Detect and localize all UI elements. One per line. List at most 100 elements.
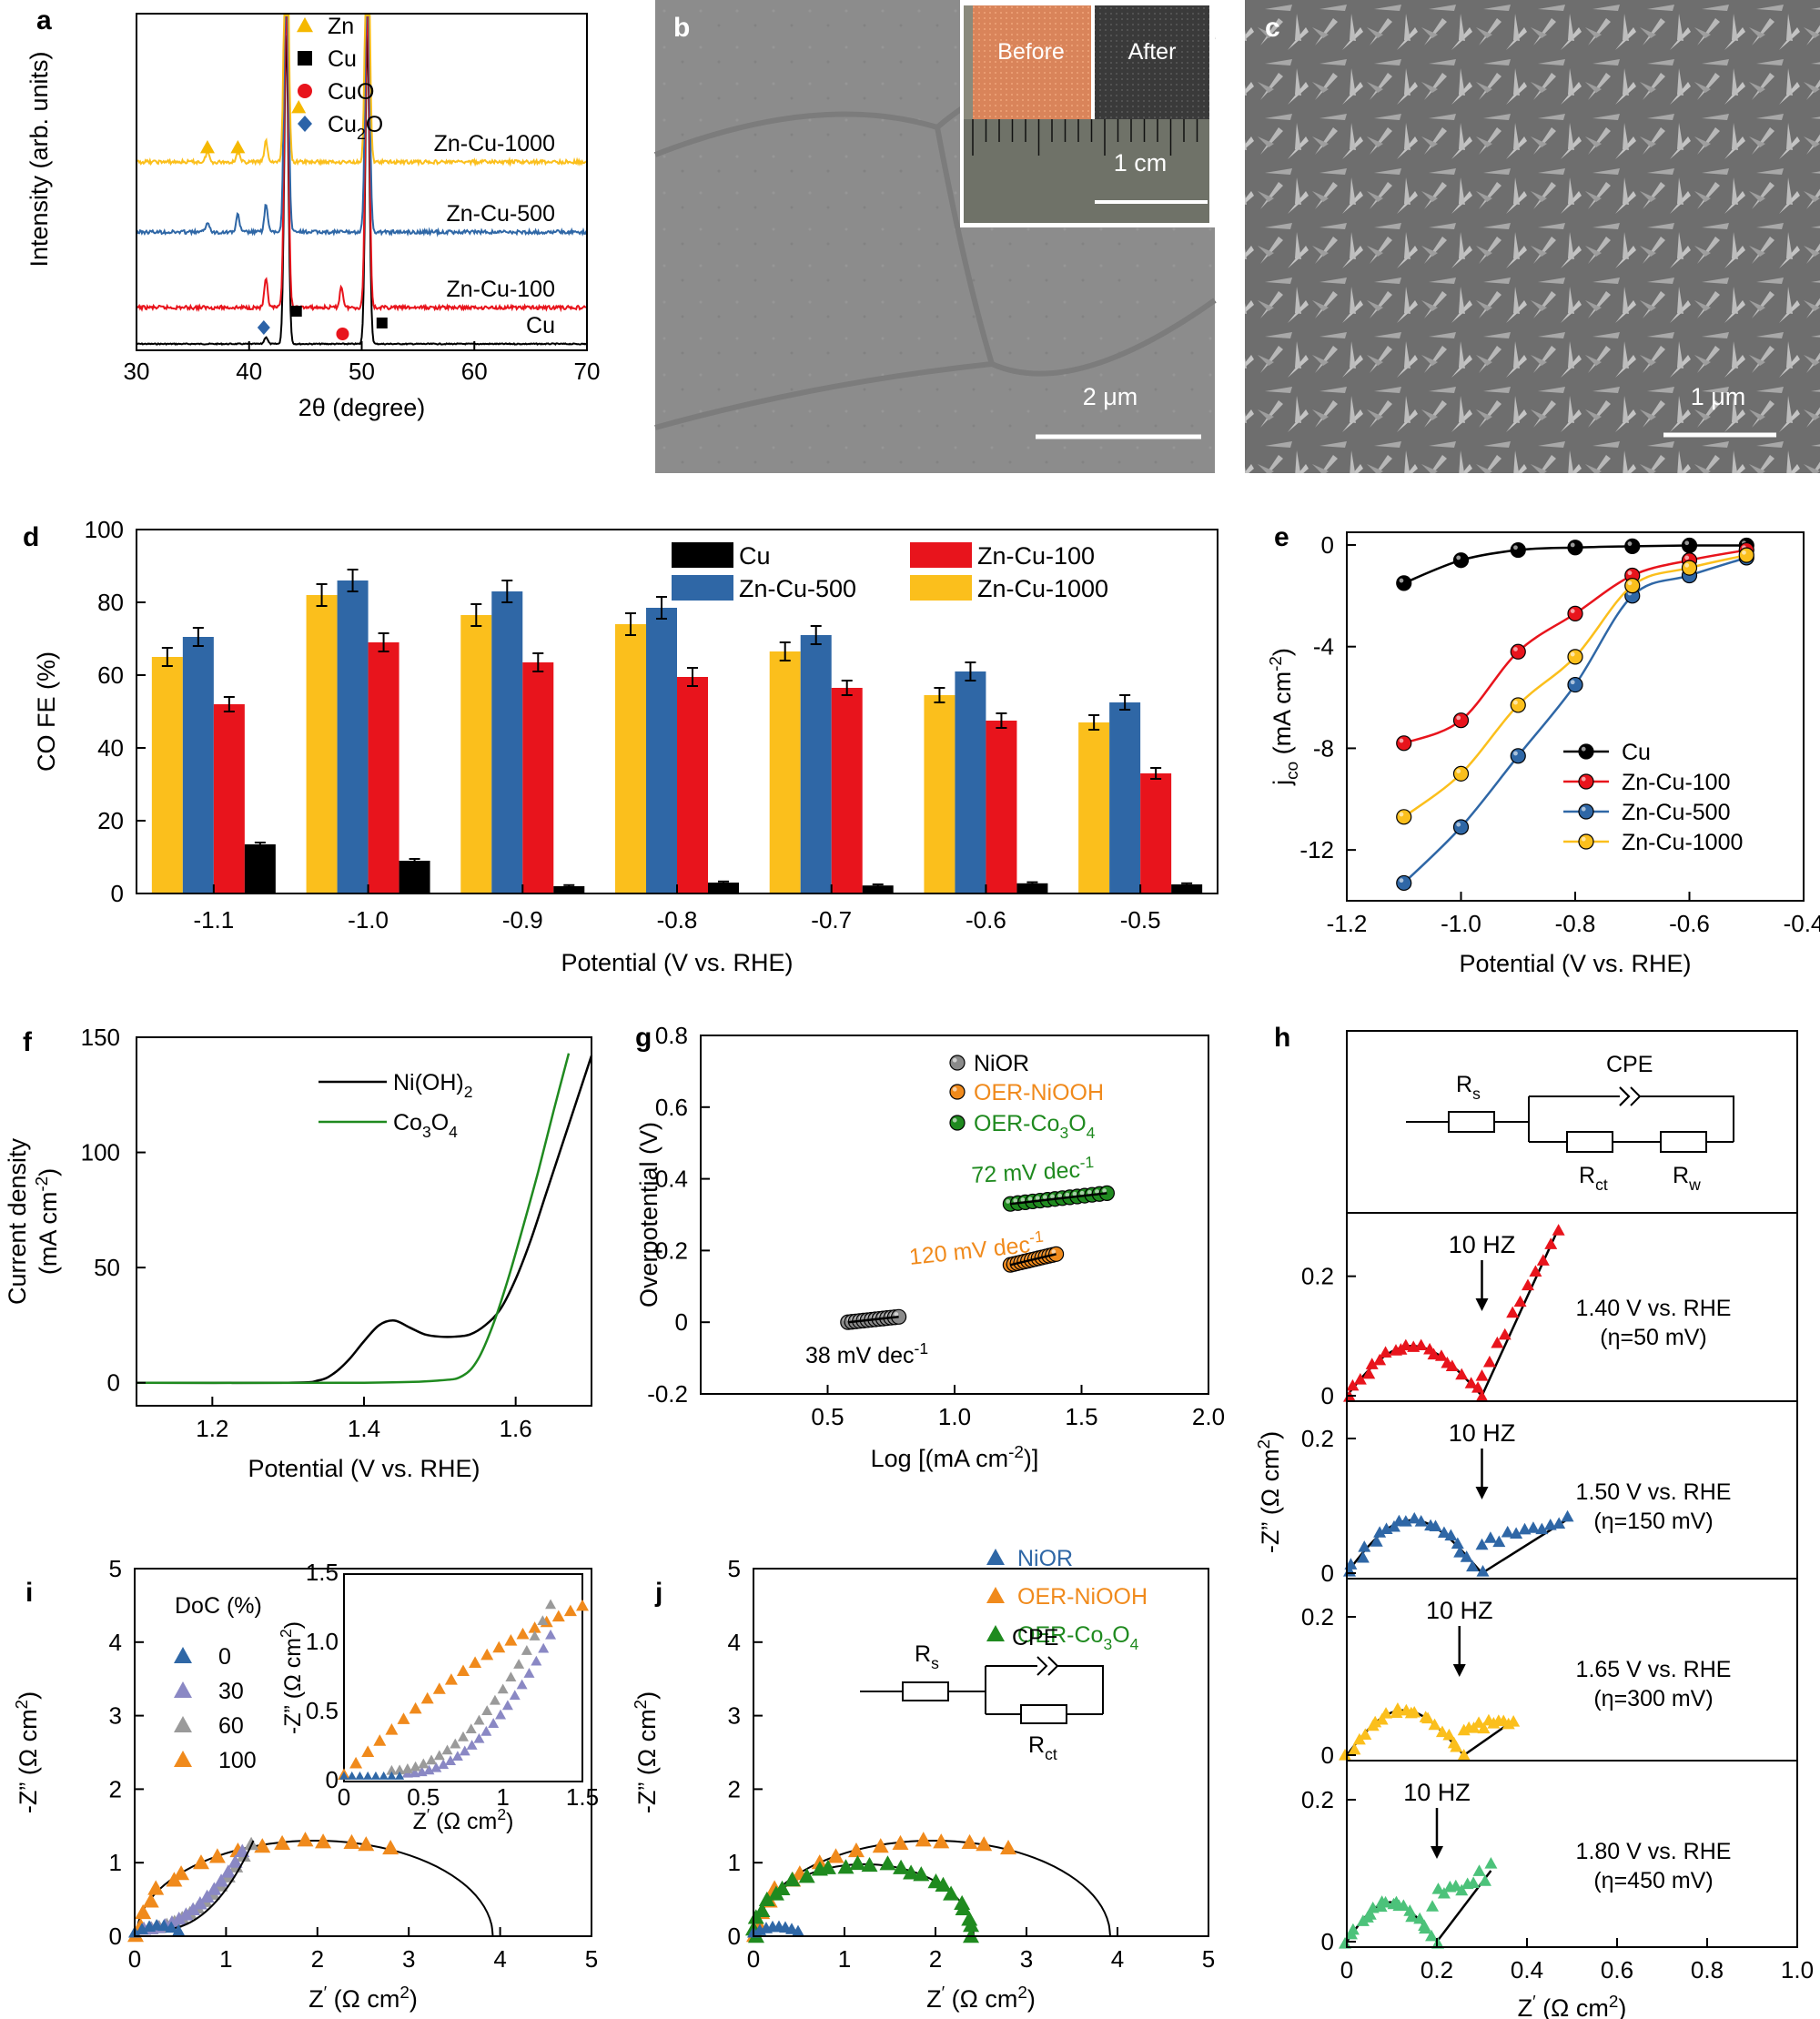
y-tick-label-h: 0 bbox=[1321, 1560, 1334, 1587]
data-point-h bbox=[1450, 1740, 1463, 1752]
text-span: 2 bbox=[1017, 1984, 1027, 2003]
label-cpe: CPE bbox=[1606, 1052, 1653, 1077]
y-tick-label-j: 5 bbox=[728, 1555, 741, 1582]
legend-marker-Zn-Cu-500 bbox=[1578, 803, 1594, 820]
data-point-h bbox=[1444, 1529, 1458, 1541]
inset-label-after: After bbox=[1128, 39, 1177, 65]
point-OER-Co3O4-highlight bbox=[1057, 1193, 1063, 1198]
y-tick-label-g: 0 bbox=[675, 1308, 688, 1336]
x-tick-label-j: 5 bbox=[1202, 1945, 1215, 1973]
inset-point-60 bbox=[529, 1630, 541, 1640]
inset-point-0 bbox=[355, 1771, 365, 1780]
data-point-100 bbox=[343, 1833, 360, 1850]
annotation-co3o4: 72 mV dec-1 bbox=[971, 1153, 1096, 1188]
text-span: (Ω cm bbox=[945, 1985, 1017, 2013]
text-span: Cu bbox=[328, 112, 357, 137]
x-tick-label-g: 2.0 bbox=[1192, 1403, 1225, 1430]
inset-point-30 bbox=[466, 1740, 478, 1750]
y-tick-label-h: 0 bbox=[1321, 1382, 1334, 1409]
legend-marker-OER-NiOOH bbox=[949, 1084, 966, 1100]
inset-point-30 bbox=[488, 1718, 500, 1728]
data-point-niooh bbox=[872, 1838, 889, 1853]
text-span: Log [(mA cm bbox=[871, 1445, 1009, 1472]
y-tick-label-g: 0.6 bbox=[655, 1094, 688, 1121]
legend-marker-OER-Co3O4-highlight bbox=[952, 1117, 957, 1123]
data-point-h bbox=[1466, 1560, 1480, 1572]
x-tick-label-h: 0.8 bbox=[1691, 1956, 1724, 1984]
x-axis-label-e: Potential (V vs. RHE) bbox=[1459, 950, 1691, 977]
text-span: R bbox=[1028, 1732, 1045, 1758]
inset-label-before: Before bbox=[997, 39, 1065, 65]
data-point-100 bbox=[147, 1880, 165, 1895]
point-OER-Co3O4-highlight bbox=[1079, 1190, 1085, 1196]
data-point-h bbox=[1492, 1535, 1506, 1548]
fit-line-OER-NiOOH bbox=[1010, 1253, 1057, 1267]
point-Zn-Cu-500-highlight bbox=[1513, 751, 1518, 756]
resistor-rct bbox=[1566, 1131, 1613, 1153]
data-point-0 bbox=[157, 1919, 171, 1931]
data-point-h bbox=[1363, 1908, 1377, 1920]
bar-Cu bbox=[399, 861, 430, 893]
text-span: (Ω cm bbox=[327, 1985, 399, 2013]
text-span: OER-Co bbox=[974, 1111, 1059, 1136]
legend-title-i: DoC (%) bbox=[175, 1593, 262, 1619]
y-tick-label-j: 4 bbox=[728, 1629, 741, 1656]
point-OER-Co3O4-highlight bbox=[1027, 1196, 1033, 1202]
data-point-h bbox=[1437, 1526, 1451, 1539]
data-point-h bbox=[1513, 1295, 1527, 1307]
text-span: (mA cm bbox=[35, 1192, 62, 1276]
inset-point-0 bbox=[395, 1771, 405, 1780]
text-span: ) bbox=[15, 1691, 42, 1700]
freq-label-h: 10 HZ bbox=[1426, 1597, 1493, 1624]
data-point-30 bbox=[228, 1854, 243, 1868]
x-tick-label-i: 5 bbox=[585, 1945, 598, 1973]
inset-ruler bbox=[964, 119, 1209, 223]
data-point-niooh bbox=[915, 1832, 932, 1847]
eta-label-h: (η=450 mV) bbox=[1593, 1868, 1713, 1893]
inset-point-60 bbox=[441, 1744, 453, 1755]
data-point-100 bbox=[208, 1848, 226, 1863]
inset-point-60 bbox=[386, 1764, 398, 1775]
legend-marker-Zn-Cu-1000-highlight bbox=[1581, 836, 1586, 842]
text-span: co bbox=[1283, 762, 1302, 780]
legend-marker-OER-Co3O4 bbox=[949, 1115, 966, 1131]
x-tick-label-i: 4 bbox=[493, 1945, 506, 1973]
axes-frame-h bbox=[1346, 1760, 1798, 1948]
label-rs-j: Rs bbox=[915, 1641, 939, 1672]
inset-point-60 bbox=[497, 1683, 509, 1694]
x-tick-label-j: 0 bbox=[747, 1945, 760, 1973]
x-tick-label-g: 1.5 bbox=[1065, 1403, 1097, 1430]
annotation-zn bbox=[291, 100, 307, 114]
x-tick-label-d: -0.6 bbox=[966, 906, 1006, 934]
data-point-h bbox=[1484, 1857, 1498, 1869]
legend-label-Zn-Cu-1000: Zn-Cu-1000 bbox=[977, 575, 1108, 602]
legend-label-Zn-Cu-100: Zn-Cu-100 bbox=[977, 542, 1095, 570]
resistor-rct-j bbox=[1020, 1704, 1067, 1724]
bar-Zn-Cu-100 bbox=[522, 662, 554, 893]
text-span: 3 bbox=[1059, 1124, 1068, 1142]
x-axis-label-h: Z′ (Ω cm2) bbox=[1518, 1993, 1627, 2019]
point-OER-Co3O4-highlight bbox=[1065, 1192, 1070, 1197]
legend-label-NiOR: NiOR bbox=[974, 1051, 1029, 1076]
axes-frame-j bbox=[753, 1568, 1209, 1937]
inset-y-tick-label: 1.0 bbox=[306, 1628, 339, 1655]
legend-label-Cu: Cu bbox=[328, 46, 357, 72]
point-Cu-highlight bbox=[1570, 542, 1575, 548]
inset-point-100 bbox=[563, 1604, 577, 1617]
inset-point-100 bbox=[349, 1756, 363, 1769]
data-point-30 bbox=[199, 1889, 215, 1903]
x-tick-label-e: -0.6 bbox=[1669, 910, 1710, 937]
inset-point-30 bbox=[438, 1759, 450, 1770]
point-Zn-Cu-1000 bbox=[1567, 649, 1583, 665]
inset-point-0 bbox=[339, 1771, 349, 1780]
y-axis-label-d: CO FE (%) bbox=[33, 651, 60, 772]
inset-point-100 bbox=[444, 1673, 458, 1685]
data-point-h bbox=[1429, 1519, 1442, 1532]
point-Zn-Cu-500-highlight bbox=[1570, 680, 1575, 685]
inset-before-sample bbox=[973, 5, 1091, 119]
bar-Cu bbox=[553, 886, 585, 893]
point-Zn-Cu-1000-highlight bbox=[1627, 580, 1633, 586]
text-span: j bbox=[1269, 780, 1296, 786]
x-tick-label-j: 4 bbox=[1111, 1945, 1124, 1973]
inset-point-100 bbox=[492, 1640, 506, 1653]
